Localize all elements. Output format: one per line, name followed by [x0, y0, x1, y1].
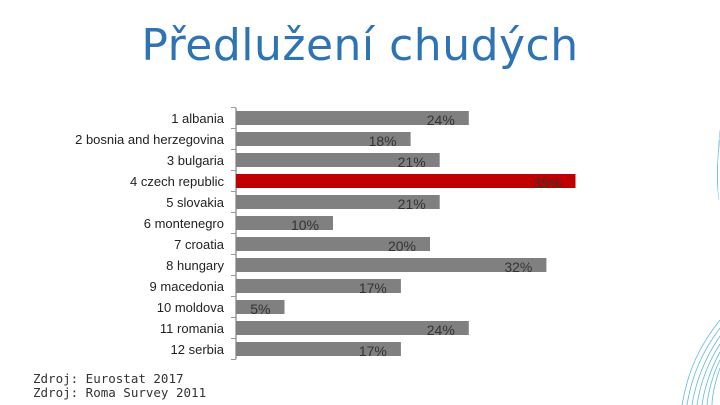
value-label: 24% — [427, 322, 455, 338]
value-label: 21% — [398, 154, 426, 170]
category-label: 9 macedonia — [150, 279, 225, 294]
slide-title: Předlužení chudých — [141, 20, 579, 71]
bar — [236, 153, 440, 167]
category-label: 5 slovakia — [166, 195, 225, 210]
decorative-wave-lines — [681, 129, 720, 405]
bar — [236, 300, 285, 314]
category-label: 12 serbia — [171, 342, 225, 357]
category-label: 2 bosnia and herzegovina — [75, 132, 225, 147]
category-label: 1 albania — [171, 111, 225, 126]
bar — [236, 342, 401, 356]
bar — [236, 216, 333, 230]
source-note-roma-survey: Zdroj: Roma Survey 2011 — [33, 385, 207, 400]
value-label: 10% — [291, 217, 319, 233]
value-label: 17% — [359, 343, 387, 359]
bar — [236, 132, 411, 146]
value-label: 24% — [427, 112, 455, 128]
value-label: 5% — [250, 301, 270, 317]
source-note-eurostat: Zdroj: Eurostat 2017 — [33, 371, 184, 386]
value-label: 21% — [398, 196, 426, 212]
category-label: 4 czech republic — [130, 174, 224, 189]
bar — [236, 174, 576, 188]
value-label: 32% — [504, 259, 532, 275]
bar — [236, 237, 430, 251]
category-label: 3 bulgaria — [167, 153, 225, 168]
category-label: 10 moldova — [157, 300, 225, 315]
value-label: 20% — [388, 238, 416, 254]
category-label: 6 montenegro — [144, 216, 224, 231]
category-label: 11 romania — [160, 321, 225, 336]
bar — [236, 321, 469, 335]
bar — [236, 279, 401, 293]
value-label: 17% — [359, 280, 387, 296]
bar — [236, 195, 440, 209]
value-label: 18% — [369, 133, 397, 149]
category-label: 8 hungary — [166, 258, 224, 273]
bar — [236, 111, 469, 125]
bar — [236, 258, 547, 272]
value-label: 35% — [533, 175, 561, 191]
source-notes: Zdroj: Eurostat 2017 Zdroj: Roma Survey … — [33, 372, 206, 400]
category-label: 7 croatia — [174, 237, 225, 252]
